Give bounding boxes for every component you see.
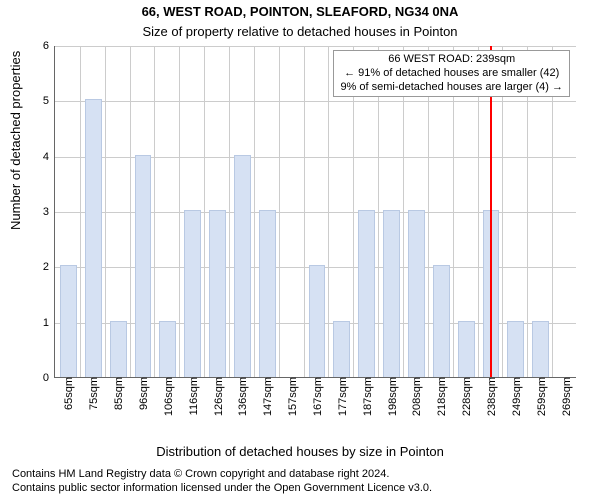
bar	[433, 265, 450, 377]
chart-container: 66, WEST ROAD, POINTON, SLEAFORD, NG34 0…	[0, 0, 600, 500]
bar	[209, 210, 226, 377]
y-tick-label: 6	[43, 40, 55, 52]
x-tick-label: 198sqm	[383, 377, 399, 416]
y-tick-label: 1	[43, 317, 55, 329]
bar	[110, 321, 127, 377]
callout-line: 66 WEST ROAD: 239sqm	[340, 53, 563, 67]
x-axis-label: Distribution of detached houses by size …	[0, 444, 600, 459]
x-tick-label: 269sqm	[557, 377, 573, 416]
x-tick-label: 177sqm	[333, 377, 349, 416]
chart-title-main: 66, WEST ROAD, POINTON, SLEAFORD, NG34 0…	[0, 4, 600, 19]
y-axis-label: Number of detached properties	[8, 51, 23, 230]
callout-line: ← 91% of detached houses are smaller (42…	[340, 67, 563, 81]
x-tick-label: 106sqm	[159, 377, 175, 416]
bar	[85, 99, 102, 377]
plot-area: 012345665sqm75sqm85sqm96sqm106sqm116sqm1…	[54, 46, 576, 378]
x-tick-label: 228sqm	[457, 377, 473, 416]
bar	[507, 321, 524, 377]
x-tick-label: 187sqm	[358, 377, 374, 416]
bar	[333, 321, 350, 377]
bar	[383, 210, 400, 377]
callout-line: 9% of semi-detached houses are larger (4…	[340, 81, 563, 95]
bar	[532, 321, 549, 377]
gridline-v	[80, 46, 81, 377]
bar	[408, 210, 425, 377]
chart-title-sub: Size of property relative to detached ho…	[0, 24, 600, 39]
gridline-v	[154, 46, 155, 377]
bar	[358, 210, 375, 377]
y-tick-label: 3	[43, 206, 55, 218]
x-tick-label: 238sqm	[482, 377, 498, 416]
y-tick-label: 5	[43, 95, 55, 107]
bar	[309, 265, 326, 377]
gridline-h	[55, 101, 576, 102]
footer-line: Contains public sector information licen…	[12, 482, 432, 496]
x-tick-label: 147sqm	[258, 377, 274, 416]
gridline-v	[328, 46, 329, 377]
footer-attribution: Contains HM Land Registry data © Crown c…	[12, 468, 432, 496]
bar	[259, 210, 276, 377]
x-tick-label: 259sqm	[532, 377, 548, 416]
bar	[60, 265, 77, 377]
gridline-v	[204, 46, 205, 377]
gridline-v	[279, 46, 280, 377]
gridline-v	[105, 46, 106, 377]
x-tick-label: 208sqm	[407, 377, 423, 416]
bar	[184, 210, 201, 377]
x-tick-label: 75sqm	[84, 377, 100, 410]
bar	[234, 155, 251, 377]
x-tick-label: 85sqm	[109, 377, 125, 410]
x-tick-label: 136sqm	[233, 377, 249, 416]
x-tick-label: 167sqm	[308, 377, 324, 416]
x-tick-label: 249sqm	[507, 377, 523, 416]
gridline-v	[229, 46, 230, 377]
bar	[135, 155, 152, 377]
x-tick-label: 126sqm	[209, 377, 225, 416]
gridline-v	[254, 46, 255, 377]
x-tick-label: 116sqm	[184, 377, 200, 415]
gridline-h	[55, 157, 576, 158]
gridline-v	[130, 46, 131, 377]
gridline-v	[179, 46, 180, 377]
y-tick-label: 2	[43, 261, 55, 273]
gridline-h	[55, 46, 576, 47]
bar	[458, 321, 475, 377]
callout-box: 66 WEST ROAD: 239sqm← 91% of detached ho…	[333, 50, 570, 97]
y-tick-label: 4	[43, 151, 55, 163]
gridline-v	[304, 46, 305, 377]
footer-line: Contains HM Land Registry data © Crown c…	[12, 468, 432, 482]
x-tick-label: 157sqm	[283, 377, 299, 416]
bar	[159, 321, 176, 377]
x-tick-label: 65sqm	[59, 377, 75, 410]
x-tick-label: 96sqm	[134, 377, 150, 410]
y-tick-label: 0	[43, 372, 55, 384]
x-tick-label: 218sqm	[432, 377, 448, 416]
